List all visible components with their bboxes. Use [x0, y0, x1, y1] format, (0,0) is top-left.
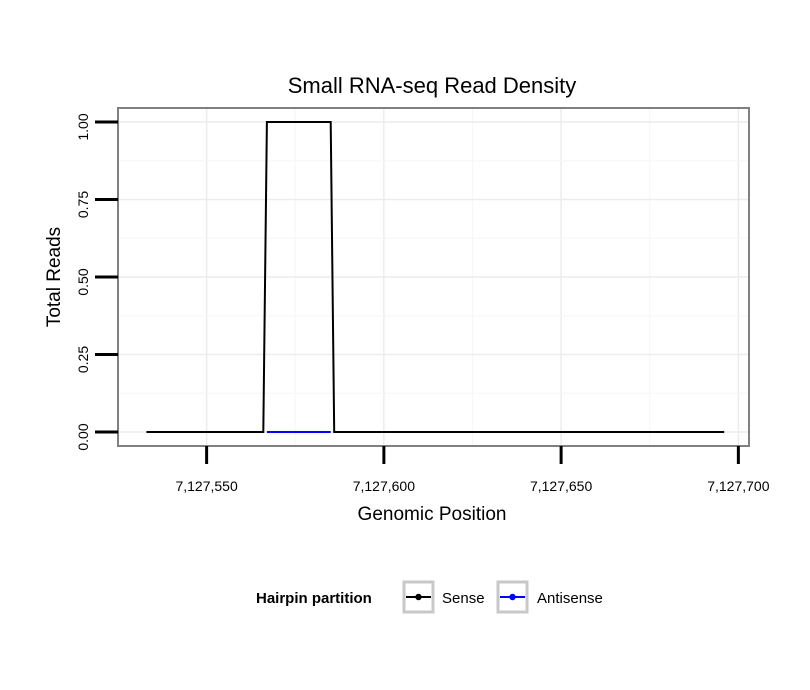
- legend-marker-sense: [415, 593, 422, 601]
- y-axis-title: Total Reads: [44, 227, 65, 327]
- y-axis: 0.00 0.25 0.50 0.75 1.00: [75, 113, 118, 451]
- series-layer: [146, 121, 725, 433]
- x-tick-label: 7,127,550: [175, 478, 237, 494]
- legend-item-sense: Sense: [402, 580, 485, 614]
- y-tick-label: 0.50: [75, 268, 91, 295]
- legend-marker-antisense: [509, 593, 516, 601]
- legend-label-antisense: Antisense: [537, 590, 603, 607]
- legend-title: Hairpin partition: [256, 590, 372, 607]
- x-axis: 7,127,550 7,127,600 7,127,650 7,127,700: [175, 446, 770, 494]
- x-tick-label: 7,127,700: [707, 478, 769, 494]
- x-tick-label: 7,127,600: [353, 478, 415, 494]
- x-axis-title: Genomic Position: [358, 504, 507, 525]
- legend-item-antisense: Antisense: [496, 580, 603, 614]
- series-line-sense: [146, 121, 725, 433]
- x-tick-label: 7,127,650: [530, 478, 592, 494]
- y-tick-label: 1.00: [75, 113, 91, 140]
- legend: Hairpin partition Sense Antisense: [256, 580, 603, 614]
- y-tick-label: 0.25: [75, 346, 91, 373]
- y-tick-label: 0.75: [75, 191, 91, 218]
- chart-title: Small RNA-seq Read Density: [288, 73, 577, 98]
- y-tick-label: 0.00: [75, 423, 91, 450]
- legend-label-sense: Sense: [442, 590, 485, 607]
